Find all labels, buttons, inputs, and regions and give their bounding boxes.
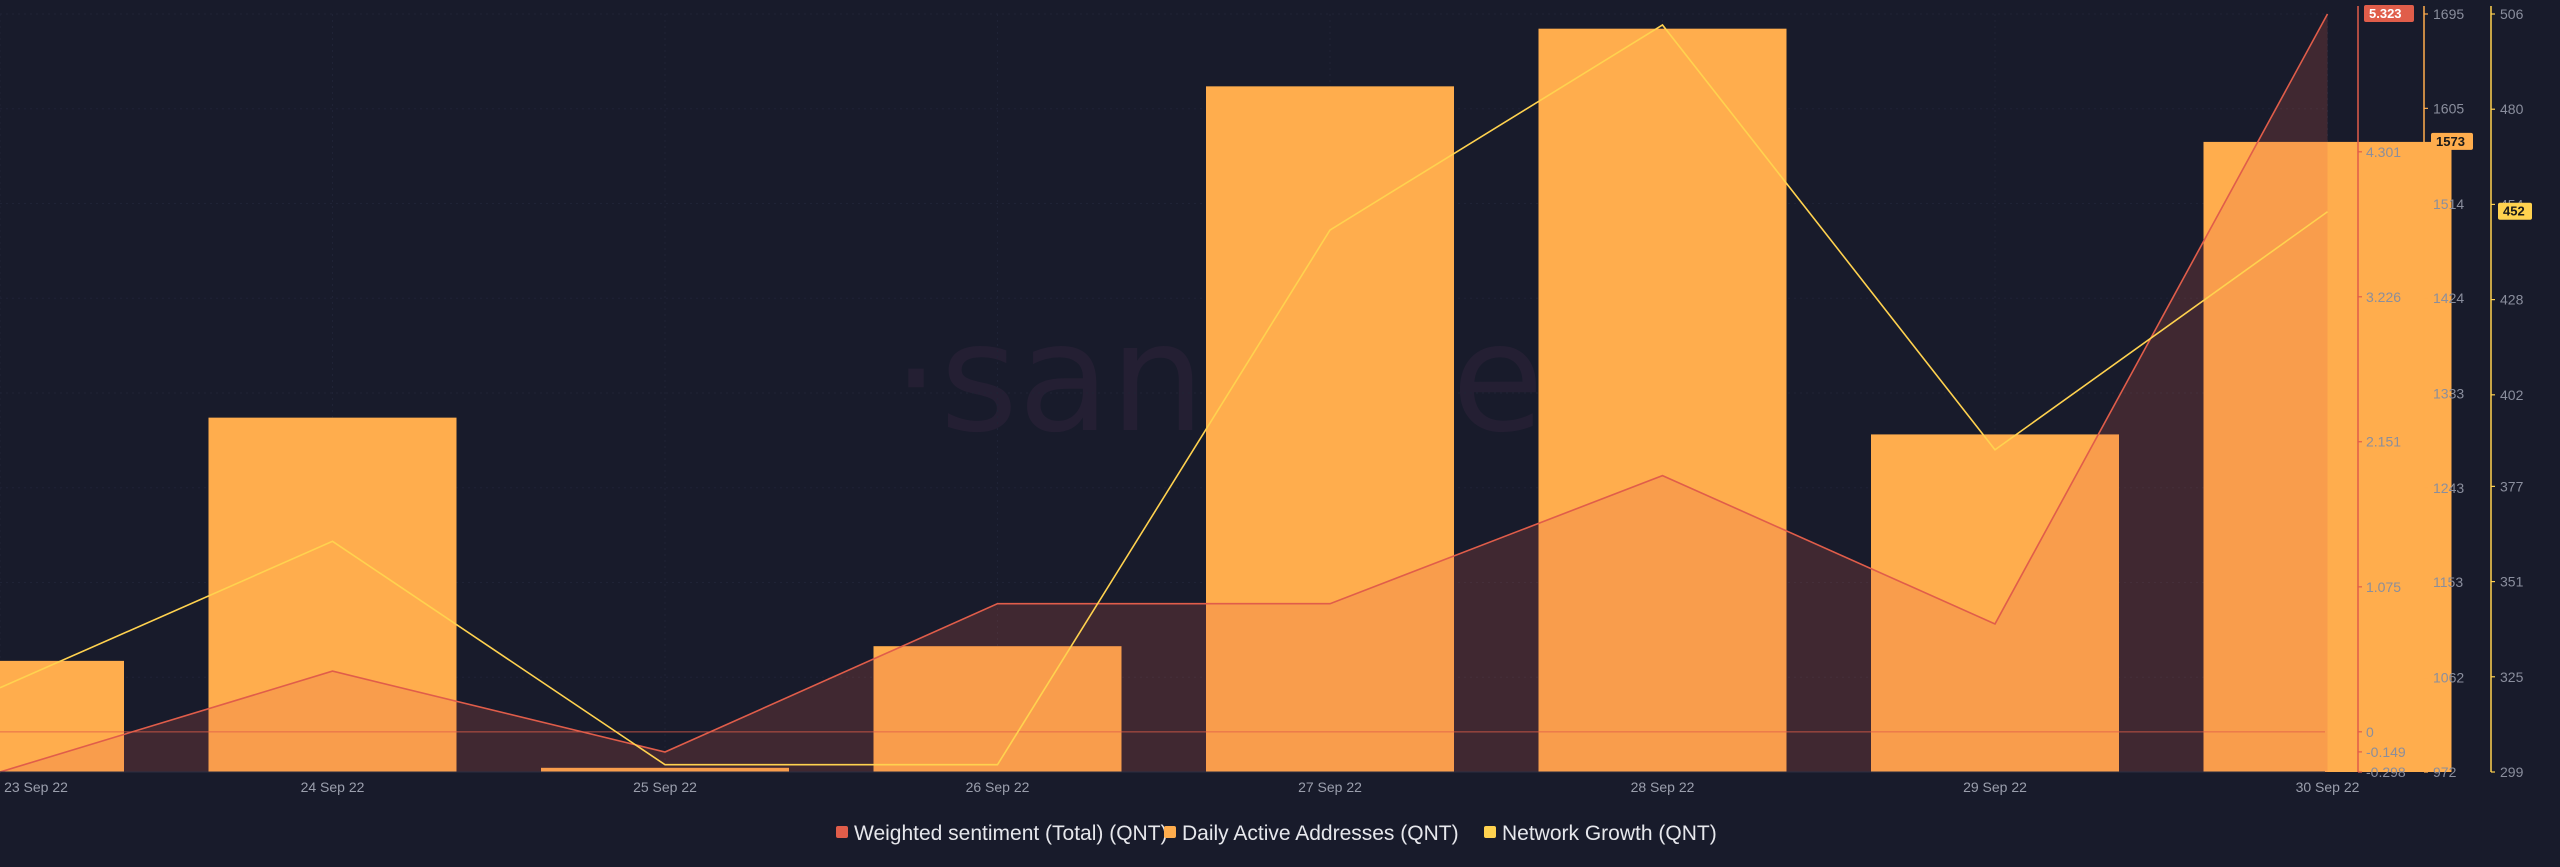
sentiment-tick-label: 1.075 (2366, 579, 2401, 595)
daa-tick-label: 1062 (2433, 670, 2464, 686)
network-growth-tick-label: 402 (2500, 387, 2524, 403)
x-tick-label: 30 Sep 22 (2296, 779, 2360, 795)
sentiment-current-badge (2364, 5, 2414, 22)
sentiment-area-fill (0, 14, 2328, 772)
sentiment-tick-label: -0.149 (2366, 744, 2406, 760)
legend-label: Weighted sentiment (Total) (QNT) (854, 822, 1168, 845)
network-growth-current-value: 452 (2503, 204, 2525, 219)
legend-label: Network Growth (QNT) (1502, 822, 1717, 845)
daa-tick-label: 1153 (2433, 574, 2463, 590)
network-growth-tick-label: 480 (2500, 101, 2524, 117)
bars-daily-active-addresses (0, 28, 2452, 772)
daa-tick-label: 1333 (2433, 386, 2464, 402)
daa-tick-label: 1514 (2433, 196, 2464, 212)
x-tick-label: 25 Sep 22 (633, 779, 697, 795)
network-growth-tick-label: 506 (2500, 6, 2524, 22)
x-tick-label: 29 Sep 22 (1963, 779, 2027, 795)
bar-daily-active-addresses (1871, 434, 2119, 772)
sentiment-line (0, 13, 2329, 773)
x-tick-label: 27 Sep 22 (1298, 779, 1362, 795)
daa-tick-label: 1695 (2433, 6, 2464, 22)
network-growth-tick-label: 377 (2500, 478, 2524, 494)
network-growth-tick-label: 351 (2500, 574, 2524, 590)
daa-current-badge (2431, 132, 2473, 150)
legend-label: Daily Active Addresses (QNT) (1182, 822, 1459, 845)
legend-swatch (1164, 826, 1176, 838)
sentiment-current-value: 5.323 (2369, 6, 2402, 21)
daa-tick-label: 1243 (2433, 480, 2464, 496)
x-axis-ticks: 23 Sep 22 24 Sep 22 25 Sep 22 26 Sep 22 27 S… (0, 771, 2360, 795)
network-growth-tick-label: 325 (2500, 669, 2524, 685)
network-growth-tick-label: 428 (2500, 292, 2524, 308)
daa-tick-label: 972 (2433, 764, 2457, 780)
x-tick-label: 28 Sep 22 (1631, 779, 1695, 795)
bar-daily-active-addresses (1206, 86, 1454, 772)
bar-daily-active-addresses (541, 767, 789, 772)
legend-swatch (1484, 826, 1496, 838)
x-tick-label: 23 Sep 22 (4, 779, 68, 795)
legend-swatch (836, 826, 848, 838)
network-growth-line (0, 23, 2328, 766)
daa-tick-label: 1605 (2433, 100, 2464, 116)
bar-daily-active-addresses (873, 646, 1122, 772)
x-tick-label: 26 Sep 22 (966, 779, 1030, 795)
legend: Weighted sentiment (Total) (QNT) Daily Ac… (836, 822, 1717, 845)
x-tick-label: 24 Sep 22 (301, 779, 365, 795)
sentiment-tick-label: 3.226 (2366, 289, 2401, 305)
area-weighted-sentiment (0, 13, 2329, 773)
line-network-growth (0, 23, 2328, 766)
bar-daily-active-addresses (2203, 141, 2452, 772)
sentiment-tick-label: 4.301 (2366, 144, 2401, 160)
sentiment-tick-label: 0 (2366, 724, 2374, 740)
network-growth-tick-label: 299 (2500, 764, 2524, 780)
bar-daily-active-addresses (208, 417, 457, 772)
network-growth-current-badge (2498, 202, 2532, 220)
sentiment-tick-label: 2.151 (2366, 434, 2401, 450)
sentiment-tick-label: -0.298 (2366, 764, 2406, 780)
daa-current-value: 1573 (2436, 134, 2465, 149)
y-axes: -0.298 -0.149 0 1.075 2.151 3.226 4.301 5.323 97… (2357, 5, 2532, 780)
daa-tick-label: 1424 (2433, 290, 2464, 306)
bar-daily-active-addresses (1538, 28, 1787, 772)
